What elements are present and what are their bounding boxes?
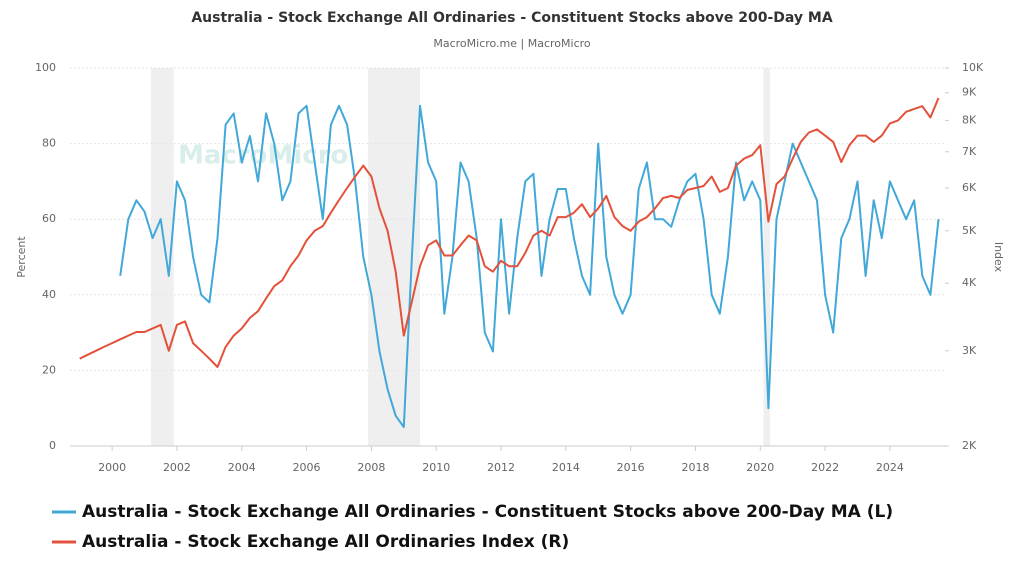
legend-label: Australia - Stock Exchange All Ordinarie… bbox=[82, 532, 569, 552]
x-tick-label: 2012 bbox=[487, 461, 515, 474]
y-tick-label: 40 bbox=[42, 288, 56, 301]
x-tick-label: 2020 bbox=[746, 461, 774, 474]
series-line bbox=[119, 104, 940, 429]
y2-tick-label: 4K bbox=[962, 276, 977, 289]
shaded-period bbox=[763, 68, 770, 446]
y2-axis-label: Index bbox=[992, 242, 1005, 273]
x-tick-label: 2018 bbox=[681, 461, 709, 474]
y-tick-label: 60 bbox=[42, 212, 56, 225]
x-tick-label: 2006 bbox=[293, 461, 321, 474]
y-tick-label: 100 bbox=[35, 61, 56, 74]
y2-tick-label: 9K bbox=[962, 86, 977, 99]
x-tick-label: 2022 bbox=[811, 461, 839, 474]
y2-tick-label: 7K bbox=[962, 145, 977, 158]
shaded-period bbox=[151, 68, 174, 446]
x-tick-label: 2014 bbox=[552, 461, 580, 474]
y-tick-label: 0 bbox=[49, 439, 56, 452]
legend-label: Australia - Stock Exchange All Ordinarie… bbox=[82, 502, 893, 522]
x-tick-label: 2002 bbox=[163, 461, 191, 474]
series-line bbox=[79, 97, 940, 368]
y2-tick-label: 5K bbox=[962, 224, 977, 237]
x-tick-label: 2008 bbox=[357, 461, 385, 474]
x-tick-label: 2024 bbox=[876, 461, 904, 474]
chart-title: Australia - Stock Exchange All Ordinarie… bbox=[191, 10, 833, 26]
x-tick-label: 2010 bbox=[422, 461, 450, 474]
x-tick-label: 2000 bbox=[98, 461, 126, 474]
x-tick-label: 2004 bbox=[228, 461, 256, 474]
y-axis-label: Percent bbox=[15, 236, 28, 278]
y2-tick-label: 2K bbox=[962, 439, 977, 452]
y2-tick-label: 3K bbox=[962, 344, 977, 357]
chart-subtitle: MacroMicro.me | MacroMicro bbox=[433, 37, 591, 50]
y2-tick-label: 10K bbox=[962, 61, 984, 74]
y2-tick-label: 8K bbox=[962, 113, 977, 126]
y2-tick-label: 6K bbox=[962, 181, 977, 194]
x-tick-label: 2016 bbox=[617, 461, 645, 474]
y-tick-label: 20 bbox=[42, 363, 56, 376]
y-tick-label: 80 bbox=[42, 137, 56, 150]
